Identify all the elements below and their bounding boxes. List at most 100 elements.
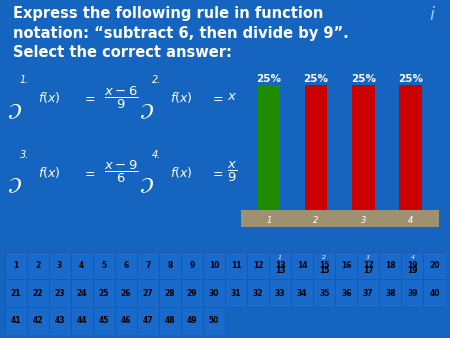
- Bar: [423, 252, 446, 280]
- Text: 47: 47: [143, 316, 153, 325]
- Text: 13: 13: [275, 261, 285, 270]
- Text: 40: 40: [429, 289, 440, 298]
- Text: 20: 20: [429, 261, 440, 270]
- Text: $f(x)$: $f(x)$: [37, 90, 60, 105]
- Bar: [49, 280, 71, 307]
- Bar: [269, 252, 291, 280]
- Bar: [203, 307, 225, 335]
- Text: $\dfrac{x}{9}-6$: $\dfrac{x}{9}-6$: [227, 160, 263, 184]
- Bar: [115, 252, 137, 280]
- Bar: [313, 280, 335, 307]
- Text: 5: 5: [101, 261, 106, 270]
- Text: 48: 48: [165, 316, 175, 325]
- Bar: [181, 252, 203, 280]
- Bar: [247, 280, 269, 307]
- Text: 28: 28: [165, 289, 175, 298]
- Bar: [379, 252, 401, 280]
- Text: 42: 42: [32, 316, 43, 325]
- Bar: [401, 280, 423, 307]
- Text: 23: 23: [54, 289, 65, 298]
- Text: $\dfrac{x-9}{6}$: $\dfrac{x-9}{6}$: [104, 159, 139, 185]
- Text: 2: 2: [322, 256, 326, 260]
- Text: 3: 3: [57, 261, 62, 270]
- Text: 11: 11: [231, 261, 241, 270]
- Bar: [291, 280, 313, 307]
- Bar: [225, 252, 247, 280]
- Text: 12: 12: [253, 261, 263, 270]
- Text: 17: 17: [363, 261, 374, 270]
- Text: Express the following rule in function
notation: “subtract 6, then divide by 9”.: Express the following rule in function n…: [14, 6, 349, 61]
- Text: 10: 10: [209, 261, 219, 270]
- Text: 33: 33: [275, 289, 285, 298]
- Bar: [357, 252, 379, 280]
- Text: 7: 7: [145, 261, 150, 270]
- Bar: [137, 280, 159, 307]
- Bar: [71, 252, 93, 280]
- Text: 31: 31: [231, 289, 241, 298]
- Text: $=$: $=$: [82, 91, 95, 104]
- Text: $x-\dfrac{6}{9}$: $x-\dfrac{6}{9}$: [227, 85, 262, 111]
- Text: 32: 32: [253, 289, 263, 298]
- Text: 1: 1: [278, 256, 282, 260]
- Text: 2: 2: [35, 261, 40, 270]
- Text: $=$: $=$: [210, 91, 223, 104]
- Text: 2.: 2.: [152, 75, 162, 86]
- Text: $\dfrac{x-6}{9}$: $\dfrac{x-6}{9}$: [104, 85, 139, 111]
- Text: 15: 15: [319, 266, 329, 275]
- Bar: [335, 252, 357, 280]
- Text: 34: 34: [297, 289, 307, 298]
- Text: 45: 45: [99, 316, 109, 325]
- Text: 35: 35: [319, 289, 329, 298]
- Bar: [401, 252, 423, 280]
- Bar: [27, 252, 49, 280]
- Bar: [335, 280, 357, 307]
- Text: $f(x)$: $f(x)$: [170, 165, 192, 180]
- Text: 6: 6: [123, 261, 128, 270]
- Text: 38: 38: [385, 289, 396, 298]
- Bar: [357, 252, 379, 280]
- Text: 21: 21: [10, 289, 21, 298]
- Text: $=$: $=$: [82, 166, 95, 179]
- Bar: [159, 252, 181, 280]
- Bar: [423, 280, 446, 307]
- Text: 26: 26: [121, 289, 131, 298]
- Bar: [93, 252, 115, 280]
- Bar: [313, 252, 335, 280]
- Text: $\it{i}$: $\it{i}$: [429, 6, 436, 24]
- Bar: [181, 280, 203, 307]
- Bar: [181, 307, 203, 335]
- Text: $\mathcal{C}$: $\mathcal{C}$: [8, 98, 23, 118]
- Bar: [71, 307, 93, 335]
- Text: $\mathcal{C}$: $\mathcal{C}$: [8, 172, 23, 192]
- Bar: [357, 280, 379, 307]
- Bar: [71, 280, 93, 307]
- Text: $f(x)$: $f(x)$: [37, 165, 60, 180]
- Text: 46: 46: [121, 316, 131, 325]
- Bar: [137, 307, 159, 335]
- Text: 27: 27: [143, 289, 153, 298]
- Bar: [93, 280, 115, 307]
- Bar: [225, 280, 247, 307]
- Bar: [115, 307, 137, 335]
- Text: 4: 4: [410, 256, 414, 260]
- Text: 1.: 1.: [20, 75, 29, 86]
- Bar: [313, 252, 335, 280]
- Bar: [49, 252, 71, 280]
- Text: 4.: 4.: [152, 150, 162, 160]
- Bar: [269, 280, 291, 307]
- Bar: [159, 280, 181, 307]
- Text: 39: 39: [407, 289, 418, 298]
- Text: $=$: $=$: [210, 166, 223, 179]
- Bar: [93, 307, 115, 335]
- Bar: [27, 280, 49, 307]
- Text: 41: 41: [10, 316, 21, 325]
- Text: 22: 22: [32, 289, 43, 298]
- Text: 29: 29: [187, 289, 197, 298]
- Text: 25: 25: [99, 289, 109, 298]
- Text: 3.: 3.: [20, 150, 29, 160]
- Text: $f(x)$: $f(x)$: [170, 90, 192, 105]
- Text: 17: 17: [363, 266, 374, 275]
- Text: 8: 8: [167, 261, 172, 270]
- Text: 37: 37: [363, 289, 374, 298]
- Text: 24: 24: [76, 289, 87, 298]
